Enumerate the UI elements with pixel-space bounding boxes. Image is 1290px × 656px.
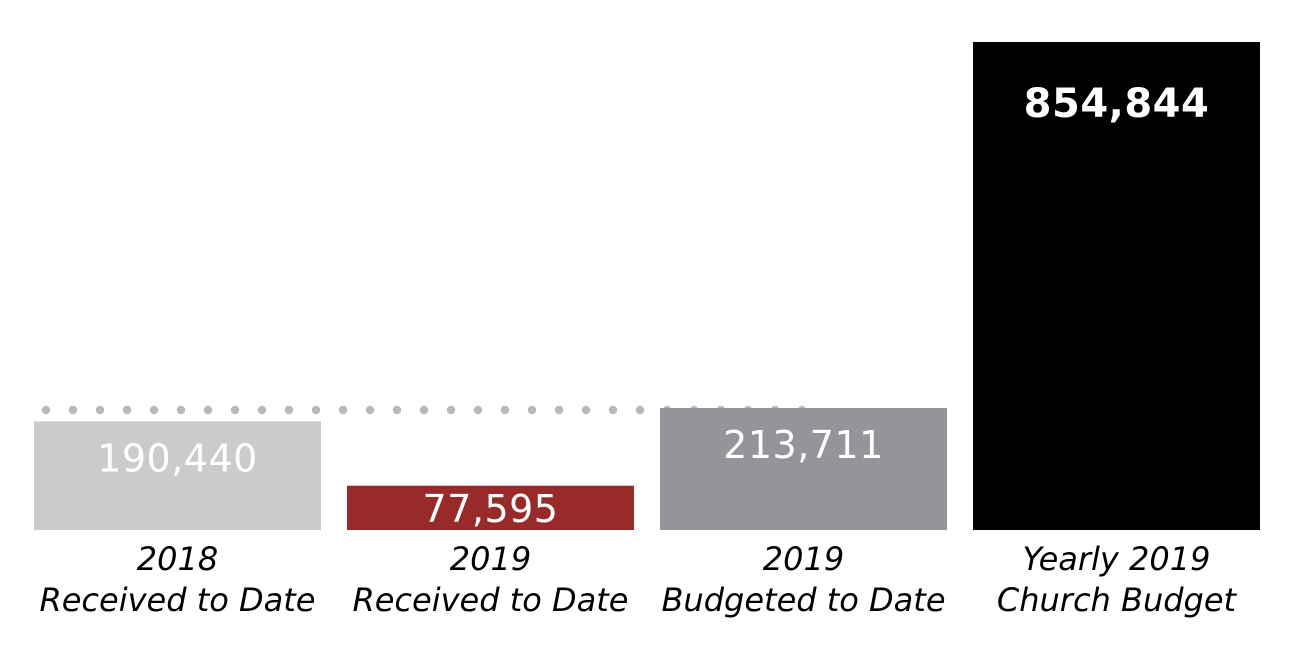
bar-value-label: 213,711	[723, 423, 884, 467]
reference-dot	[311, 405, 321, 415]
bar-4	[973, 42, 1260, 530]
reference-dot	[581, 405, 591, 415]
reference-dot	[419, 405, 429, 415]
value-labels-group: 190,440 77,595 213,711 854,844	[97, 81, 1209, 531]
reference-dot	[95, 405, 105, 415]
category-label-line: 2019	[763, 540, 844, 578]
bar-value-label: 190,440	[97, 436, 258, 480]
reference-dot	[338, 405, 348, 415]
reference-dot	[68, 405, 78, 415]
reference-dot	[473, 405, 483, 415]
bar-value-label: 854,844	[1024, 81, 1210, 127]
bar-3	[660, 408, 947, 530]
reference-dot	[446, 405, 456, 415]
category-label-line: Budgeted to Date	[661, 581, 945, 619]
reference-dot	[257, 405, 267, 415]
bar-1	[34, 421, 321, 530]
category-label-line: Received to Date	[40, 581, 316, 619]
category-label-line: 2019	[450, 540, 531, 578]
reference-dot	[284, 405, 294, 415]
bar-value-label: 77,595	[423, 487, 559, 531]
reference-dot	[635, 405, 645, 415]
reference-dot	[608, 405, 618, 415]
reference-dot	[527, 405, 537, 415]
reference-dot	[365, 405, 375, 415]
reference-dot	[176, 405, 186, 415]
category-label-line: Yearly 2019	[1023, 540, 1211, 578]
category-label-line: Received to Date	[353, 581, 629, 619]
reference-dot	[500, 405, 510, 415]
reference-dot	[41, 405, 51, 415]
reference-dot	[203, 405, 213, 415]
reference-dot	[230, 405, 240, 415]
bars-group	[34, 42, 1260, 530]
category-label-line: Church Budget	[997, 581, 1238, 619]
reference-dot	[122, 405, 132, 415]
reference-dot	[149, 405, 159, 415]
reference-dot	[392, 405, 402, 415]
category-label-line: 2018	[137, 540, 218, 578]
reference-dot	[554, 405, 564, 415]
bar-2	[347, 485, 634, 530]
